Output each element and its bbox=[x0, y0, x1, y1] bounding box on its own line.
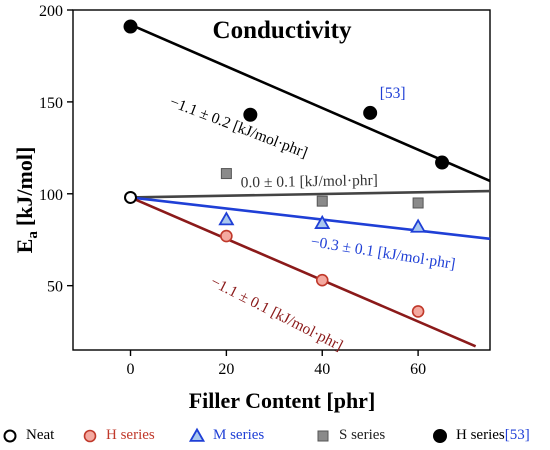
y-axis-label-main: E bbox=[12, 239, 37, 254]
fit-line-0 bbox=[129, 23, 491, 183]
legend-label-suffix-4: [53] bbox=[504, 426, 530, 443]
data-point-s2-0 bbox=[218, 211, 235, 226]
x-axis-label: Filler Content [phr] bbox=[189, 388, 376, 413]
data-point-s3-0 bbox=[220, 168, 232, 180]
chart-title: Conductivity bbox=[213, 17, 352, 44]
fit-line-2 bbox=[130, 196, 491, 241]
legend-marker-3 bbox=[317, 430, 329, 442]
legend-item-0: Neat bbox=[0, 424, 54, 446]
legend-marker-0 bbox=[3, 429, 17, 443]
data-point-s1-1 bbox=[315, 273, 329, 287]
y-tick-label-0: 50 bbox=[47, 279, 63, 296]
legend-item-4: H series [53] bbox=[430, 424, 530, 446]
annotation-label-3: −0.3 ± 0.1 [kJ/mol·phr] bbox=[310, 233, 457, 273]
legend-label-0: Neat bbox=[26, 426, 55, 443]
y-axis-label-unit: [kJ/mol] bbox=[12, 147, 37, 226]
data-point-s0-0 bbox=[124, 190, 138, 204]
legend-marker-1 bbox=[83, 429, 97, 443]
data-point-s3-2 bbox=[412, 197, 424, 209]
legend-marker-shape-3 bbox=[317, 430, 329, 442]
y-tick-label-3: 200 bbox=[39, 3, 63, 20]
x-tick-label-0: 0 bbox=[127, 361, 135, 378]
data-point-s4-0 bbox=[123, 19, 138, 34]
x-tick-label-2: 40 bbox=[314, 361, 330, 378]
y-tick-label-2: 150 bbox=[39, 95, 63, 112]
data-point-s4-1 bbox=[243, 107, 258, 122]
x-tick-label-1: 20 bbox=[218, 361, 234, 378]
plot-marks: 0 20 40 60 50 100 150 200 −1.1 ± 0.2 [kJ/mol·phr… bbox=[39, 3, 491, 378]
legend-marker-2 bbox=[188, 427, 206, 442]
legend-label-1: H series bbox=[106, 426, 155, 443]
legend-marker-shape-1 bbox=[83, 429, 97, 443]
data-point-s1-0 bbox=[220, 229, 233, 243]
y-axis-label: Ea [kJ/mol] bbox=[12, 147, 41, 254]
legend-item-3: S series bbox=[313, 424, 385, 446]
legend-marker-shape-0 bbox=[3, 429, 17, 443]
data-point-s1-2 bbox=[411, 305, 425, 318]
legend-marker-4 bbox=[433, 429, 447, 443]
legend-item-1: H series bbox=[80, 424, 155, 446]
legend-label-2: M series bbox=[213, 426, 265, 443]
legend-item-2: M series bbox=[187, 424, 264, 446]
x-tick-label-3: 60 bbox=[410, 361, 426, 378]
annotation-label-1: [53] bbox=[380, 85, 406, 102]
data-point-s4-3 bbox=[435, 155, 450, 170]
fit-line-1 bbox=[130, 189, 491, 199]
legend-marker-shape-4 bbox=[433, 429, 447, 443]
data-point-s2-2 bbox=[410, 218, 427, 233]
data-point-s2-1 bbox=[314, 214, 331, 229]
annotation-label-0: −1.1 ± 0.2 [kJ/mol·phr] bbox=[167, 93, 309, 161]
y-tick-label-1: 100 bbox=[39, 187, 63, 204]
annotation-label-2: 0.0 ± 0.1 [kJ/mol·phr] bbox=[241, 172, 379, 191]
legend-label-3: S series bbox=[339, 426, 386, 443]
data-point-s3-1 bbox=[316, 195, 328, 207]
legend-marker-shape-2 bbox=[188, 427, 206, 442]
fit-line-3 bbox=[130, 196, 477, 348]
y-axis-label-subscript: a bbox=[25, 231, 41, 239]
legend-label-4: H series bbox=[456, 426, 505, 443]
legend: Neat H series M series S series H series [53] bbox=[0, 424, 550, 446]
data-point-s4-2 bbox=[363, 105, 378, 120]
